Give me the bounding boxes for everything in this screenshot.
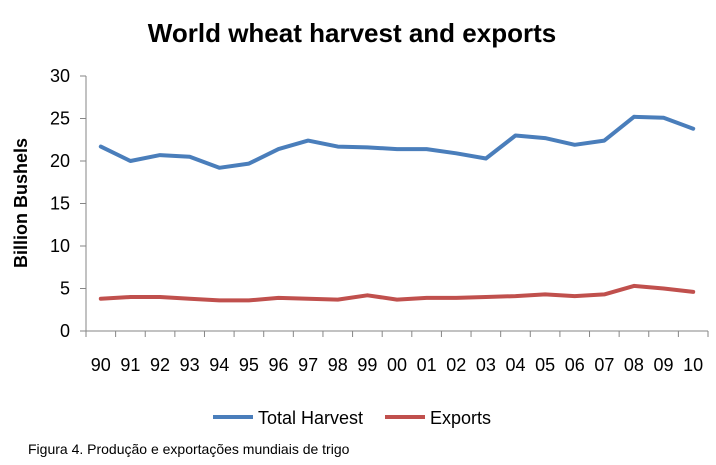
y-tick-label: 15	[50, 194, 70, 214]
y-axis-label: Billion Bushels	[11, 138, 31, 268]
x-tick-label: 10	[683, 355, 703, 375]
x-tick-label: 00	[387, 355, 407, 375]
series-lines	[98, 114, 696, 303]
x-tick-label: 06	[565, 355, 585, 375]
x-tick-label: 96	[269, 355, 289, 375]
chart-title: World wheat harvest and exports	[148, 18, 556, 48]
x-tick-label: 93	[180, 355, 200, 375]
series-line-exports	[98, 283, 696, 303]
x-tick-label: 01	[417, 355, 437, 375]
x-tick-label: 90	[91, 355, 111, 375]
y-tick-label: 25	[50, 109, 70, 129]
y-tick-label: 30	[50, 66, 70, 86]
x-tick-label: 99	[357, 355, 377, 375]
x-tick-label: 09	[654, 355, 674, 375]
x-tick-label: 95	[239, 355, 259, 375]
x-tick-label: 07	[594, 355, 614, 375]
x-ticks: 90 91 92 93 94 95 96 97 98 99 00 01 02 03 04 05 06 07 08 09…	[85, 331, 709, 375]
x-tick-label: 92	[150, 355, 170, 375]
legend-label: Total Harvest	[258, 408, 363, 428]
legend: Total Harvest Exports	[213, 408, 491, 428]
x-tick-label: 04	[505, 355, 525, 375]
legend-label: Exports	[430, 408, 491, 428]
x-tick-label: 98	[328, 355, 348, 375]
series-line-total-harvest	[98, 114, 696, 170]
y-tick-label: 0	[60, 321, 70, 341]
figure-caption: Figura 4. Produção e exportações mundiai…	[28, 441, 350, 457]
x-tick-label: 08	[624, 355, 644, 375]
y-tick-label: 5	[60, 279, 70, 299]
x-tick-label: 94	[209, 355, 229, 375]
x-tick-label: 97	[298, 355, 318, 375]
y-ticks: 0 5 10 15 20 25 30	[50, 66, 86, 341]
x-tick-label: 02	[446, 355, 466, 375]
x-tick-label: 05	[535, 355, 555, 375]
x-tick-label: 03	[476, 355, 496, 375]
x-tick-label: 91	[120, 355, 140, 375]
y-tick-label: 10	[50, 236, 70, 256]
y-tick-label: 20	[50, 151, 70, 171]
